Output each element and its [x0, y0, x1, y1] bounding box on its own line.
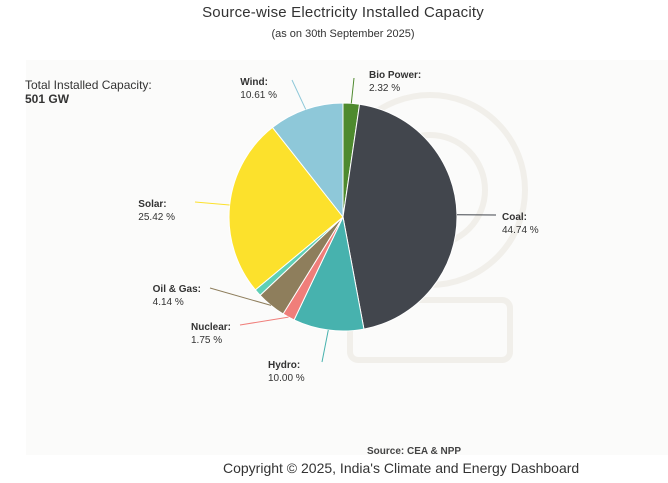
pie-slice-solar[interactable] — [228, 126, 344, 291]
slice-label-value: 4.14 % — [153, 297, 184, 308]
leader-line-solar — [194, 201, 230, 206]
copyright-note: Copyright © 2025, India's Climate and En… — [223, 460, 580, 476]
slice-label-value: 10.00 % — [268, 373, 305, 384]
slice-label-name: Nuclear: — [191, 322, 231, 333]
leader-line-hydro — [321, 329, 329, 363]
total-capacity-label: Total Installed Capacity: — [25, 78, 152, 92]
slice-label-value: 10.61 % — [240, 90, 277, 101]
slice-label-value: 25.42 % — [138, 212, 175, 223]
pie-slice-coal[interactable] — [342, 103, 458, 330]
slice-label-name: Bio Power: — [369, 70, 421, 81]
chart-title: Source-wise Electricity Installed Capaci… — [202, 4, 484, 21]
slice-label-name: Hydro: — [268, 360, 300, 371]
pie-slice-wind[interactable] — [271, 102, 344, 219]
chart-subtitle: (as on 30th September 2025) — [271, 28, 415, 40]
slice-label-value: 44.74 % — [502, 225, 539, 236]
slice-label-value: 1.75 % — [191, 335, 222, 346]
pie-slice-hydro[interactable] — [293, 215, 365, 332]
source-note: Source: CEA & NPP — [367, 446, 462, 457]
total-capacity-value: 501 GW — [25, 92, 70, 106]
leader-line-wind — [291, 79, 307, 110]
leader-line-oil-gas — [209, 287, 272, 306]
slice-label-value: 2.32 % — [369, 83, 400, 94]
slice-label-name: Coal: — [502, 212, 527, 223]
slice-label-name: Oil & Gas: — [153, 284, 201, 295]
leader-line-bio-power — [350, 77, 355, 104]
leader-line-nuclear — [239, 316, 289, 326]
slice-label-name: Wind: — [240, 77, 268, 88]
slice-label-name: Solar: — [138, 199, 166, 210]
total-capacity: Total Installed Capacity: 501 GW — [25, 78, 152, 106]
